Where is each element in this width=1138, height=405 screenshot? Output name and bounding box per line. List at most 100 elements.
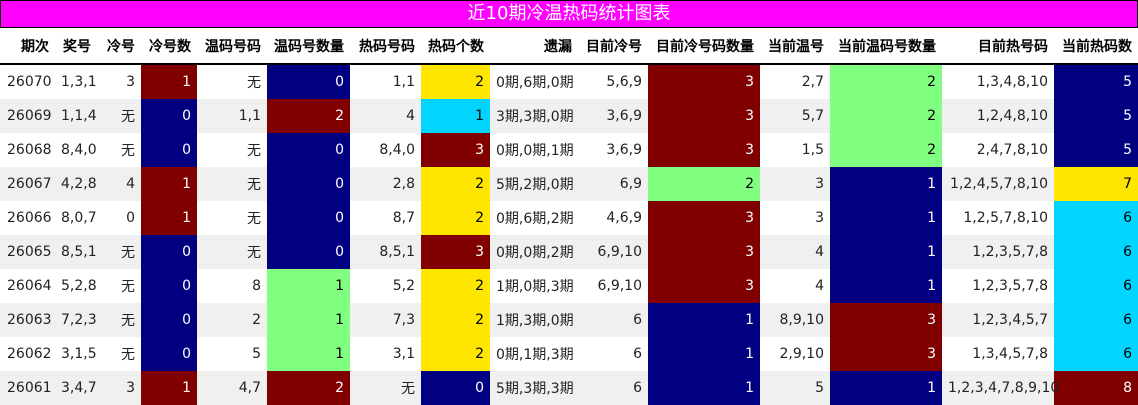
table-cell: 8 (1054, 371, 1138, 405)
table-cell: 1期,3期,0期 (490, 303, 578, 337)
table-cell: 3期,3期,0期 (490, 99, 578, 133)
column-header: 温码号码 (197, 28, 267, 65)
table-cell: 0期,1期,3期 (496, 347, 574, 363)
table-cell: 2 (648, 167, 760, 201)
table-cell: 无 (197, 235, 267, 269)
table-cell: 4 (350, 99, 421, 133)
table-cell: 0 (267, 64, 350, 99)
table-cell: 8,5,1 (350, 235, 421, 269)
table-cell: 1,3,4,5,7,8 (972, 346, 1048, 362)
table-row: 26065 8,5,1 无 0 无 0 8,5,1 3 0期,0期,2期 6,9,10 3 4 1 1,2… (0, 235, 1138, 269)
table-cell: 1 (141, 167, 197, 201)
table-row: 26066 8,0,7 0 1 无 0 8,7 2 0期,6期,2期 4,6,9 3 3 1 1,2,5,… (0, 201, 1138, 235)
table-cell: 1,3,1 (61, 74, 97, 90)
table-cell: 1,1 (392, 74, 415, 90)
table-cell: 1,5 (801, 142, 824, 158)
table-cell: 0 (421, 371, 490, 405)
table-cell: 1 (830, 167, 942, 201)
table-row: 26068 8,4,0 无 0 无 0 8,4,0 3 0期,0期,1期 3,6,9 3 1,5 2 2,… (0, 133, 1138, 167)
table-cell: 3 (421, 235, 490, 269)
table-cell: 0期,6期,2期 (496, 211, 574, 227)
table-cell: 6 (633, 346, 642, 362)
table-row: 26063 7,2,3 无 0 2 1 7,3 2 1期,3期,0期 6 1 8,9,10 3 1,2,3… (0, 303, 1138, 337)
table-cell: 1 (830, 269, 942, 303)
table-cell: 1 (141, 201, 197, 235)
table-cell: 2 (197, 303, 267, 337)
table-cell: 2 (267, 99, 350, 133)
table-row: 26061 3,4,7 3 1 4,7 2 无 0 5期,3期,3期 6 1 5 1 1,2,3,4,7,… (0, 371, 1138, 405)
table-cell: 0 (267, 201, 350, 235)
table-row: 26062 3,1,5 无 0 5 1 3,1 2 0期,1期,3期 6 1 2,9,10 3 1,3,4… (0, 337, 1138, 371)
table-cell: 0 (126, 210, 135, 226)
table-cell: 6 (1054, 235, 1138, 269)
table-cell: 1 (141, 64, 197, 99)
table-cell: 8,9,10 (760, 303, 830, 337)
table-cell: 6,9,10 (578, 235, 648, 269)
table-cell: 3 (648, 64, 760, 99)
table-cell: 1 (267, 337, 350, 371)
table-cell: 1 (648, 337, 760, 371)
stats-table: 期次 奖号 冷号 冷号数 温码号码 温码号数量 热码号码 热码个数 遗漏 目前冷号 目前冷号码数量当… (0, 28, 1138, 405)
table-cell: 4 (760, 235, 830, 269)
table-cell: 6 (1054, 201, 1138, 235)
table-cell: 0 (141, 303, 197, 337)
table-cell: 无 (97, 99, 141, 133)
table-cell: 无 (247, 143, 261, 159)
table-cell: 5 (1054, 64, 1138, 99)
table-cell: 0期,6期,0期 (496, 75, 574, 91)
table-cell: 4 (97, 167, 141, 201)
column-header: 遗漏 (490, 28, 578, 65)
table-cell: 1 (267, 303, 350, 337)
table-cell: 6 (1054, 337, 1138, 371)
table-cell: 3,4,7 (55, 371, 97, 405)
table-cell: 3 (648, 133, 760, 167)
table-cell: 3 (648, 269, 760, 303)
table-cell: 5,6,9 (606, 74, 642, 90)
table-cell: 无 (247, 75, 261, 91)
table-cell: 8,4,0 (61, 142, 97, 158)
table-cell: 2 (421, 337, 490, 371)
table-cell: 1,1,4 (55, 99, 97, 133)
table-cell: 5 (252, 346, 261, 362)
column-header: 当前热码数 (1054, 28, 1138, 65)
table-cell: 26064 (7, 278, 52, 294)
table-cell: 5 (1054, 133, 1138, 167)
table-cell: 无 (97, 235, 141, 269)
table-cell: 3,1,5 (61, 346, 97, 362)
column-header: 目前冷号 (578, 28, 648, 65)
table-cell: 8 (252, 278, 261, 294)
table-cell: 0 (141, 235, 197, 269)
table-cell: 1,2,5,7,8,10 (963, 210, 1048, 226)
table-cell: 2 (421, 201, 490, 235)
table-cell: 1,2,3,4,7,8,9,10 (942, 371, 1059, 405)
table-cell: 6,9,10 (597, 278, 642, 294)
table-cell: 2 (421, 64, 490, 99)
table-cell: 1 (267, 269, 350, 303)
table-cell: 无 (97, 303, 141, 337)
table-row: 26067 4,2,8 4 1 无 0 2,8 2 5期,2期,0期 6,9 2 3 1 1,2,4,5,… (0, 167, 1138, 201)
column-header: 冷号 (97, 28, 141, 65)
table-cell: 4,6,9 (606, 210, 642, 226)
table-cell: 6 (1054, 269, 1138, 303)
table-cell: 0 (141, 337, 197, 371)
table-cell: 5,7 (760, 99, 830, 133)
table-cell: 1 (830, 371, 942, 405)
table-cell: 1 (141, 371, 197, 405)
table-cell: 1,2,3,5,7,8 (972, 278, 1048, 294)
table-cell: 2 (830, 133, 942, 167)
table-cell: 5,2,8 (61, 278, 97, 294)
table-cell: 26061 (0, 371, 55, 405)
table-cell: 3 (648, 201, 760, 235)
table-cell: 3,6,9 (578, 99, 648, 133)
table-row: 26064 5,2,8 无 0 8 1 5,2 2 1期,0期,3期 6,9,10 3 4 1 1,2,3… (0, 269, 1138, 303)
table-cell: 0 (141, 269, 197, 303)
table-cell: 1,2,4,8,10 (942, 99, 1054, 133)
table-cell: 26066 (7, 210, 52, 226)
table-cell: 5 (1054, 99, 1138, 133)
table-cell: 7 (1054, 167, 1138, 201)
table-cell: 3 (648, 235, 760, 269)
table-row: 26070 1,3,1 3 1 无 0 1,1 2 0期,6期,0期 5,6,9 3 2,7 2 1,3,… (0, 64, 1138, 99)
table-cell: 无 (121, 279, 135, 295)
table-cell: 0 (267, 167, 350, 201)
table-cell: 2 (267, 371, 350, 405)
